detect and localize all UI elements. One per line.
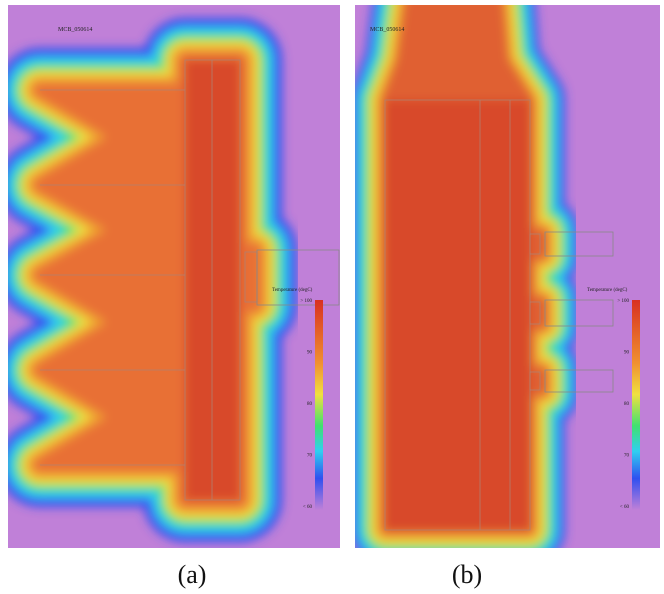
legend-tick-label: > 100 [617, 299, 629, 304]
legend-title: Temperature (degC) [587, 288, 628, 293]
legend-tick-label: 80 [624, 402, 630, 407]
legend-tick-label: < 60 [303, 505, 313, 510]
legend-tick-label: 90 [307, 351, 313, 356]
run-tag: MCB_050614 [370, 27, 404, 33]
legend-tick-label: 80 [307, 402, 313, 407]
legend-tick-label: < 60 [620, 505, 630, 510]
legend-tick-label: 70 [307, 454, 313, 459]
legend-tick-label: 90 [624, 351, 630, 356]
legend-tick-label: 70 [624, 454, 630, 459]
legend-tick-label: > 100 [300, 299, 312, 304]
thermal-map-a [8, 5, 340, 548]
caption: (b) [452, 560, 482, 589]
caption: (a) [178, 560, 207, 589]
run-tag: MCB_050614 [58, 27, 92, 33]
thermal-map-b [355, 5, 660, 548]
legend-title: Temperature (degC) [272, 288, 313, 293]
